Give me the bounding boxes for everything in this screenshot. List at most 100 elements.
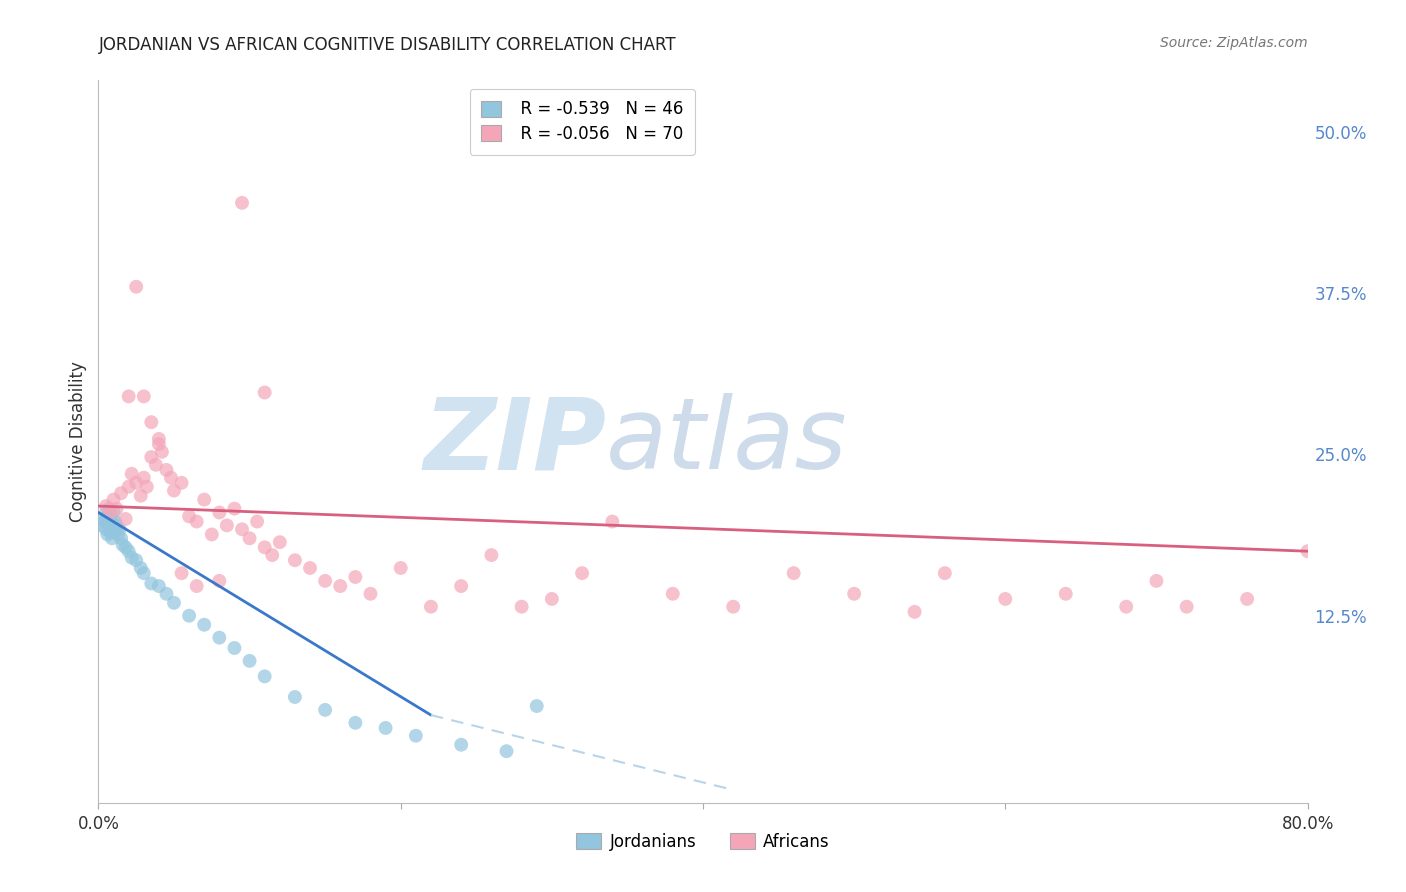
Point — [125, 279, 148, 293]
Point — [121, 550, 143, 565]
Point — [104, 524, 127, 539]
Point — [94, 506, 117, 520]
Point — [94, 522, 117, 536]
Point — [201, 527, 224, 541]
Point — [1115, 599, 1137, 614]
Point — [93, 515, 115, 529]
Point — [571, 566, 593, 581]
Point — [253, 669, 276, 683]
Point — [125, 553, 148, 567]
Point — [179, 608, 201, 623]
Point — [118, 544, 141, 558]
Point — [90, 518, 112, 533]
Point — [239, 531, 262, 545]
Point — [155, 587, 177, 601]
Point — [1296, 544, 1319, 558]
Point — [374, 721, 396, 735]
Point — [160, 471, 183, 485]
Point — [132, 389, 155, 403]
Point — [110, 531, 132, 545]
Point — [141, 450, 163, 464]
Point — [121, 467, 143, 481]
Point — [344, 715, 367, 730]
Point — [135, 480, 157, 494]
Point — [495, 744, 517, 758]
Point — [101, 517, 124, 532]
Point — [100, 512, 122, 526]
Point — [224, 501, 246, 516]
Point — [150, 445, 173, 459]
Point — [193, 617, 215, 632]
Point — [344, 570, 367, 584]
Point — [148, 437, 170, 451]
Point — [904, 605, 927, 619]
Legend: Jordanians, Africans: Jordanians, Africans — [568, 825, 838, 860]
Point — [314, 574, 336, 588]
Point — [481, 548, 503, 562]
Point — [239, 654, 262, 668]
Point — [148, 579, 170, 593]
Point — [723, 599, 745, 614]
Point — [1175, 599, 1198, 614]
Text: ZIP: ZIP — [423, 393, 606, 490]
Point — [100, 506, 122, 520]
Point — [934, 566, 956, 581]
Point — [231, 522, 253, 536]
Point — [360, 587, 382, 601]
Point — [100, 524, 122, 539]
Text: Source: ZipAtlas.com: Source: ZipAtlas.com — [1160, 36, 1308, 50]
Point — [262, 548, 284, 562]
Point — [96, 509, 118, 524]
Point — [844, 587, 866, 601]
Point — [141, 415, 163, 429]
Point — [253, 541, 276, 555]
Text: JORDANIAN VS AFRICAN COGNITIVE DISABILITY CORRELATION CHART: JORDANIAN VS AFRICAN COGNITIVE DISABILIT… — [98, 36, 676, 54]
Text: atlas: atlas — [606, 393, 848, 490]
Point — [114, 541, 136, 555]
Point — [224, 640, 246, 655]
Point — [1236, 591, 1258, 606]
Point — [193, 492, 215, 507]
Point — [111, 538, 134, 552]
Point — [132, 566, 155, 581]
Point — [208, 631, 231, 645]
Point — [94, 499, 117, 513]
Point — [98, 518, 121, 533]
Point — [118, 389, 141, 403]
Point — [994, 591, 1017, 606]
Point — [101, 531, 124, 545]
Point — [526, 699, 548, 714]
Point — [108, 522, 131, 536]
Point — [510, 599, 533, 614]
Point — [110, 486, 132, 500]
Point — [246, 515, 269, 529]
Point — [148, 432, 170, 446]
Point — [114, 512, 136, 526]
Point — [405, 729, 427, 743]
Point — [208, 574, 231, 588]
Point — [314, 703, 336, 717]
Point — [98, 501, 121, 516]
Point — [450, 738, 472, 752]
Point — [661, 587, 683, 601]
Point — [132, 471, 155, 485]
Point — [299, 561, 322, 575]
Y-axis label: Cognitive Disability: Cognitive Disability — [69, 361, 87, 522]
Point — [1144, 574, 1167, 588]
Point — [284, 690, 307, 704]
Point — [107, 527, 129, 541]
Point — [170, 566, 193, 581]
Point — [103, 492, 125, 507]
Point — [103, 506, 125, 520]
Point — [145, 458, 167, 472]
Point — [105, 501, 128, 516]
Point — [540, 591, 562, 606]
Point — [284, 553, 307, 567]
Point — [450, 579, 472, 593]
Point — [118, 480, 141, 494]
Point — [141, 576, 163, 591]
Point — [105, 518, 128, 533]
Point — [179, 509, 201, 524]
Point — [125, 475, 148, 490]
Point — [129, 489, 152, 503]
